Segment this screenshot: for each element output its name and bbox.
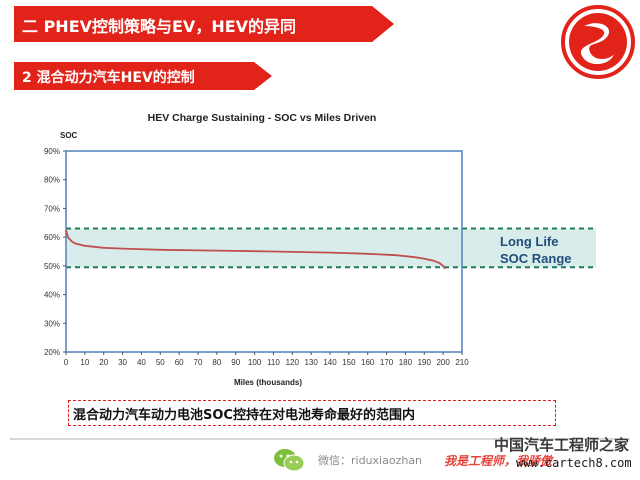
y-tick-label: 70% bbox=[44, 204, 60, 213]
brand-logo-icon bbox=[561, 5, 635, 79]
soc-series-line-0 bbox=[65, 229, 446, 270]
band-label-soc-range: SOC Range bbox=[500, 251, 572, 266]
wechat-icon bbox=[274, 449, 305, 472]
y-tick-label: 60% bbox=[44, 233, 60, 242]
subsection-title: 2 混合动力汽车HEV的控制 bbox=[22, 70, 195, 86]
x-tick-label: 110 bbox=[267, 358, 280, 367]
y-tick-label: 80% bbox=[44, 176, 60, 185]
y-tick-label: 30% bbox=[44, 319, 60, 328]
band-label-long-life: Long Life bbox=[500, 234, 559, 249]
caption-text: 混合动力汽车动力电池SOC控持在对电池寿命最好的范围内 bbox=[73, 408, 415, 423]
watermark-url: www.cartech8.com bbox=[516, 456, 632, 470]
subsection-title-banner: 2 混合动力汽车HEV的控制 bbox=[14, 62, 272, 90]
x-tick-label: 40 bbox=[137, 358, 146, 367]
x-tick-label: 120 bbox=[286, 358, 300, 367]
x-axis-label: Miles (thousands) bbox=[234, 378, 302, 387]
plot-frame bbox=[65, 150, 463, 353]
section-title: 二 PHEV控制策略与EV，HEV的异同 bbox=[22, 17, 297, 36]
x-tick-label: 90 bbox=[231, 358, 240, 367]
x-tick-label: 20 bbox=[99, 358, 108, 367]
wechat-id-text: 微信：riduxiaozhan bbox=[318, 454, 423, 467]
x-tick-label: 170 bbox=[380, 358, 394, 367]
x-tick-label: 100 bbox=[248, 358, 262, 367]
caption-box: 混合动力汽车动力电池SOC控持在对电池寿命最好的范围内 bbox=[68, 400, 556, 426]
slogan-text: 我是工程师，我骄傲 bbox=[444, 454, 553, 468]
x-tick-label: 60 bbox=[175, 358, 184, 367]
x-tick-label: 80 bbox=[212, 358, 221, 367]
x-tick-label: 70 bbox=[194, 358, 203, 367]
y-tick-label: 90% bbox=[44, 147, 60, 156]
soc-band-area bbox=[66, 228, 596, 268]
x-tick-label: 50 bbox=[156, 358, 165, 367]
x-tick-label: 180 bbox=[399, 358, 413, 367]
x-tick-label: 30 bbox=[118, 358, 127, 367]
footer-divider bbox=[10, 438, 630, 440]
x-tick-label: 200 bbox=[436, 358, 450, 367]
x-tick-label: 130 bbox=[304, 358, 318, 367]
x-tick-label: 140 bbox=[323, 358, 337, 367]
x-tick-label: 150 bbox=[342, 358, 356, 367]
y-tick-label: 50% bbox=[44, 262, 60, 271]
y-tick-label: 40% bbox=[44, 291, 60, 300]
soc-chart: HEV Charge Sustaining - SOC vs Miles Dri… bbox=[44, 112, 596, 387]
x-tick-label: 160 bbox=[361, 358, 375, 367]
x-tick-label: 190 bbox=[418, 358, 432, 367]
y-axis-label: SOC bbox=[60, 131, 78, 140]
chart-title: HEV Charge Sustaining - SOC vs Miles Dri… bbox=[148, 112, 377, 124]
x-tick-label: 0 bbox=[64, 358, 69, 367]
y-tick-label: 20% bbox=[44, 348, 60, 357]
x-tick-label: 210 bbox=[455, 358, 469, 367]
watermark-cn: 中国汽车工程师之家 bbox=[494, 436, 630, 454]
section-title-banner: 二 PHEV控制策略与EV，HEV的异同 bbox=[14, 6, 394, 42]
x-tick-label: 10 bbox=[80, 358, 89, 367]
